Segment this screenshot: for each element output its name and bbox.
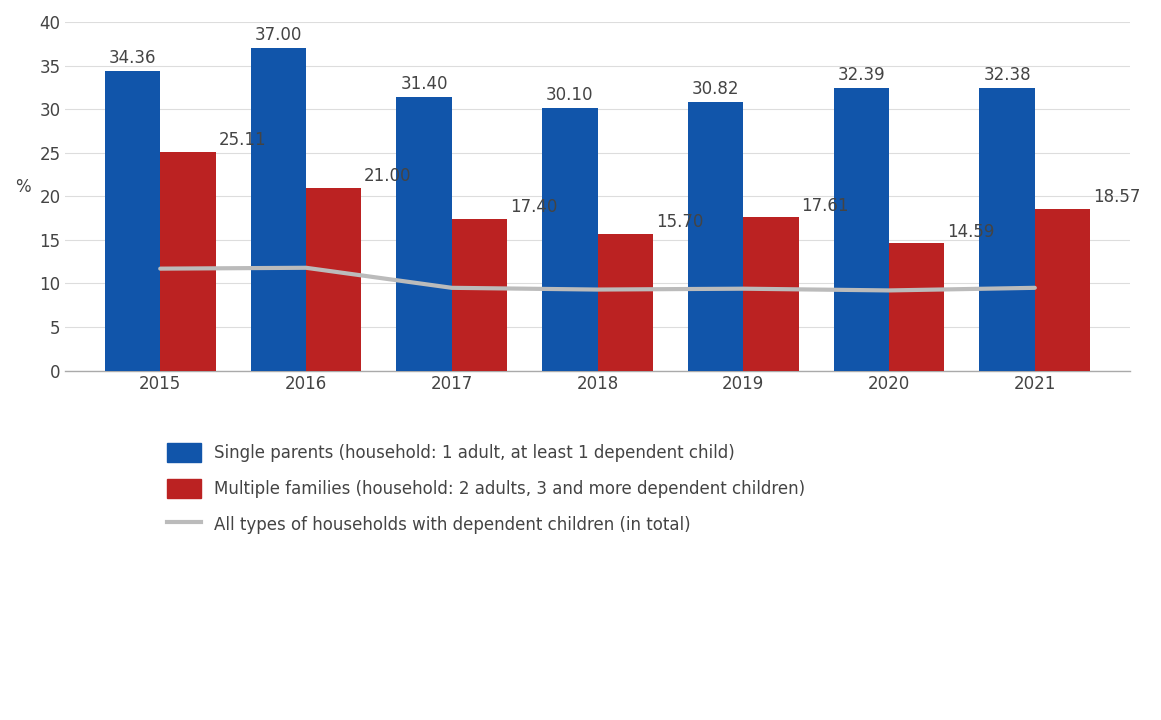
Bar [743,217,799,371]
Text: 15.70: 15.70 [656,213,704,231]
Bar [687,102,743,371]
Text: 30.82: 30.82 [692,80,740,98]
Bar [160,152,216,371]
Bar [251,48,307,371]
Text: 37.00: 37.00 [254,26,302,44]
Text: 31.40: 31.40 [401,75,448,93]
Text: 25.11: 25.11 [218,131,266,149]
Text: 32.38: 32.38 [983,66,1031,84]
Text: 17.40: 17.40 [510,198,557,216]
Bar [889,243,944,371]
Y-axis label: %: % [15,179,30,197]
Text: 21.00: 21.00 [365,167,412,185]
Bar [396,97,452,371]
Text: 17.61: 17.61 [801,197,849,215]
Text: 32.39: 32.39 [837,66,885,84]
Bar [598,234,652,371]
Text: 30.10: 30.10 [546,86,593,104]
Bar [834,89,889,371]
Bar [1034,209,1090,371]
Bar [307,188,361,371]
Bar [104,71,160,371]
Bar [980,89,1034,371]
Text: 34.36: 34.36 [109,49,157,67]
Text: 18.57: 18.57 [1093,188,1140,206]
Bar [542,108,598,371]
Legend: Single parents (household: 1 adult, at least 1 dependent child), Multiple famili: Single parents (household: 1 adult, at l… [159,435,814,542]
Bar [452,219,507,371]
Text: 14.59: 14.59 [947,223,995,241]
